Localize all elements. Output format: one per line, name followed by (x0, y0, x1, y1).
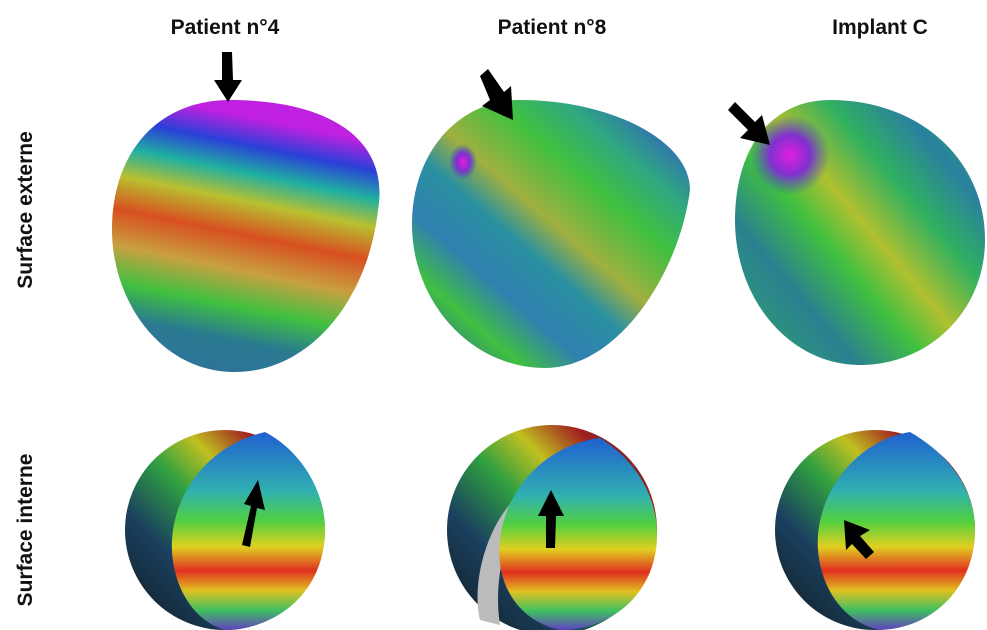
arrow (214, 52, 242, 102)
arrow (538, 490, 564, 548)
wear-spot (449, 144, 477, 180)
inner-surface (499, 438, 657, 630)
arrows (214, 52, 874, 559)
column-title: Implant C (832, 16, 928, 39)
implant-render (411, 100, 690, 368)
arrow (480, 69, 513, 120)
row-label: Surface externe (14, 131, 37, 289)
arrow (242, 480, 265, 547)
row-label: Surface interne (14, 454, 37, 607)
wear-spot (750, 115, 830, 195)
column-title: Patient n°4 (171, 16, 280, 39)
rim (477, 478, 545, 625)
column-title: Patient n°8 (498, 16, 607, 39)
arrow (844, 520, 874, 559)
inner-surface (817, 432, 975, 630)
implant-render (112, 100, 380, 372)
arrow (728, 102, 770, 145)
